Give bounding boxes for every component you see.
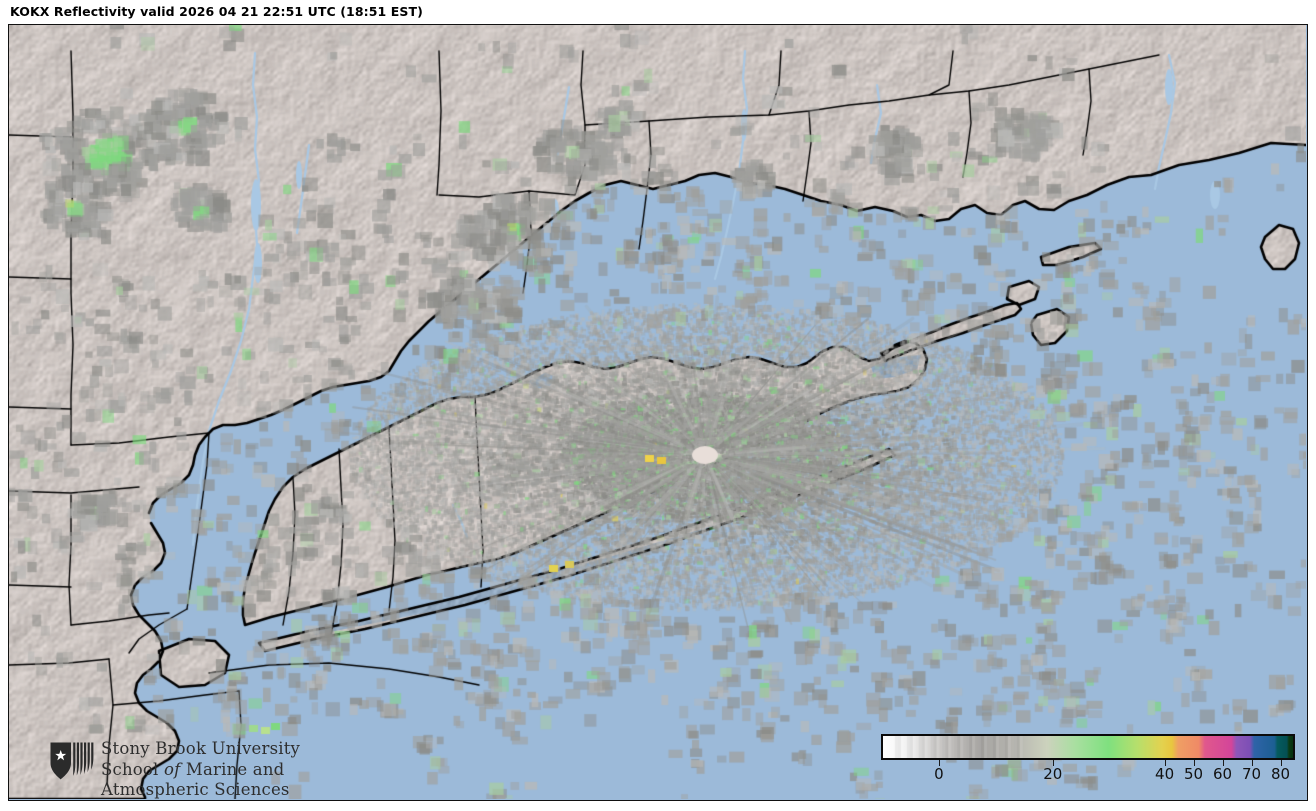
reflectivity-colorbar: 0 20 40 50 60 70 80 (873, 731, 1297, 793)
colorbar-tick-label: 50 (1184, 765, 1204, 783)
colorbar-tick (1052, 760, 1055, 766)
radar-map-canvas[interactable] (9, 25, 1306, 799)
logo-line-2-a: School (101, 759, 164, 779)
colorbar-tick-label: 20 (1043, 765, 1063, 783)
colorbar-tick (1164, 760, 1167, 766)
colorbar-tick-label: 0 (934, 765, 944, 783)
colorbar-tick (1251, 760, 1254, 766)
colorbar-tick (1280, 760, 1282, 766)
colorbar-tick (1222, 760, 1225, 766)
logo-text: Stony Brook University School of Marine … (101, 739, 311, 800)
colorbar-tick (1193, 760, 1196, 766)
logo-line-2-b: Marine and (180, 759, 285, 779)
logo-line-3: Atmospheric Sciences (101, 780, 290, 799)
colorbar-tick-label: 80 (1270, 765, 1291, 783)
logo-line-1: Stony Brook University (101, 739, 301, 758)
colorbar-tick-label: 60 (1213, 765, 1233, 783)
logo-line-2-italic: of (163, 759, 181, 779)
stony-brook-shield-icon (50, 742, 94, 780)
page-title: KOKX Reflectivity valid 2026 04 21 22:51… (10, 4, 423, 19)
colorbar-tick-labels: 0 20 40 50 60 70 80 (873, 765, 1303, 787)
colorbar-tick-label: 70 (1241, 765, 1262, 783)
logo-line-2: School of Marine and (101, 760, 311, 781)
colorbar-ticks (881, 760, 1295, 766)
colorbar-tick-label: 40 (1155, 765, 1175, 783)
stony-brook-logo: Stony Brook University School of Marine … (49, 739, 311, 800)
colorbar-tick (938, 760, 941, 766)
colorbar-stripes (883, 736, 1293, 758)
map-panel[interactable]: 0 20 40 50 60 70 80 Stony Brook University Sc (8, 24, 1308, 801)
colorbar-bar (881, 734, 1295, 760)
